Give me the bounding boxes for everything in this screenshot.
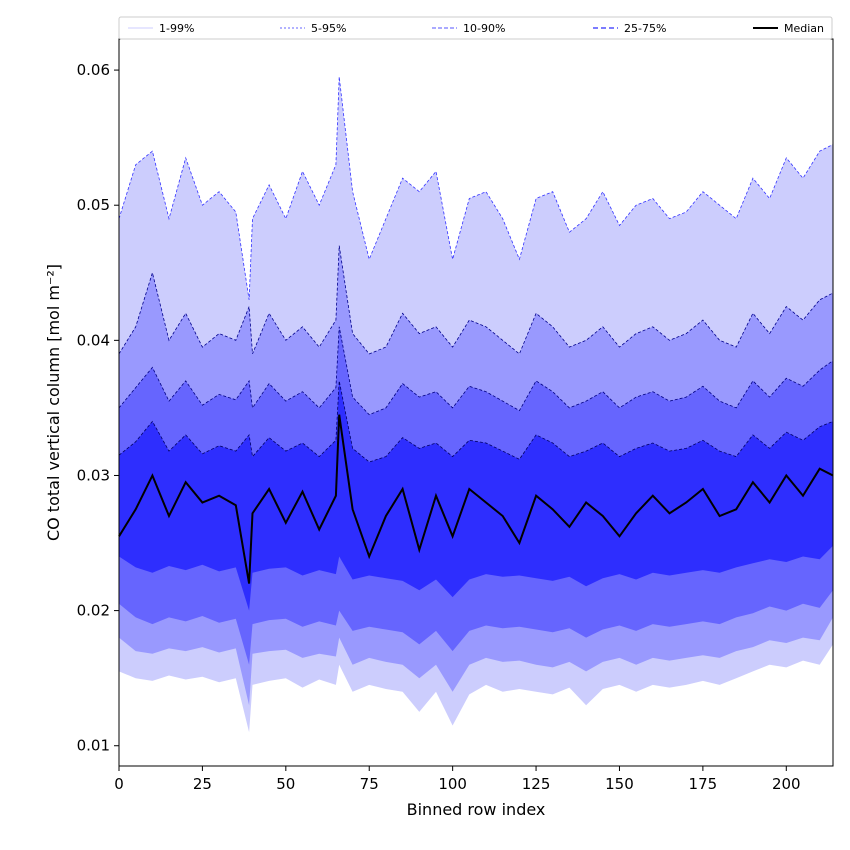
x-tick-label: 150	[605, 775, 634, 793]
band-10-90%-upper-edge	[118, 326, 834, 416]
y-tick-label: 0.06	[77, 61, 110, 79]
legend-label: 1-99%	[159, 22, 194, 35]
x-tick-label: 0	[114, 775, 124, 793]
y-tick-label: 0.03	[77, 466, 110, 484]
y-tick-label: 0.04	[77, 331, 110, 349]
y-tick-label: 0.02	[77, 602, 110, 620]
legend: 1-99% 5-95% 10-90% 25-75% Median	[118, 16, 833, 40]
y-axis-label: CO total vertical column [mol m⁻²]	[44, 264, 63, 541]
median-line	[118, 414, 834, 584]
x-tick-label: 25	[193, 775, 212, 793]
legend-items: 1-99% 5-95% 10-90% 25-75% Median	[128, 22, 824, 35]
band-25-75%-upper-edge	[118, 380, 834, 463]
x-tick-label: 200	[772, 775, 801, 793]
x-tick-label: 100	[438, 775, 467, 793]
y-tick-label: 0.05	[77, 196, 110, 214]
median-layer	[118, 414, 834, 584]
x-tick-label: 75	[360, 775, 379, 793]
x-tick-label: 175	[689, 775, 718, 793]
x-axis-ticks: 0 25 50 75 100 125 150 175 200	[114, 766, 801, 793]
x-tick-label: 125	[522, 775, 551, 793]
legend-box	[118, 16, 833, 40]
y-axis-ticks: 0.01 0.02 0.03 0.04 0.05 0.06	[77, 61, 119, 755]
legend-label: 25-75%	[624, 22, 666, 35]
x-axis-label: Binned row index	[407, 800, 546, 819]
legend-label: Median	[784, 22, 824, 35]
quantile-bands	[118, 76, 834, 733]
band-5-95%-upper-edge	[118, 245, 834, 355]
band-25-75%-area	[119, 380, 833, 611]
legend-label: 10-90%	[463, 22, 505, 35]
legend-label: 5-95%	[311, 22, 346, 35]
band-1-99%-upper-edge	[118, 76, 834, 300]
x-tick-label: 50	[276, 775, 295, 793]
y-tick-label: 0.01	[77, 737, 110, 755]
